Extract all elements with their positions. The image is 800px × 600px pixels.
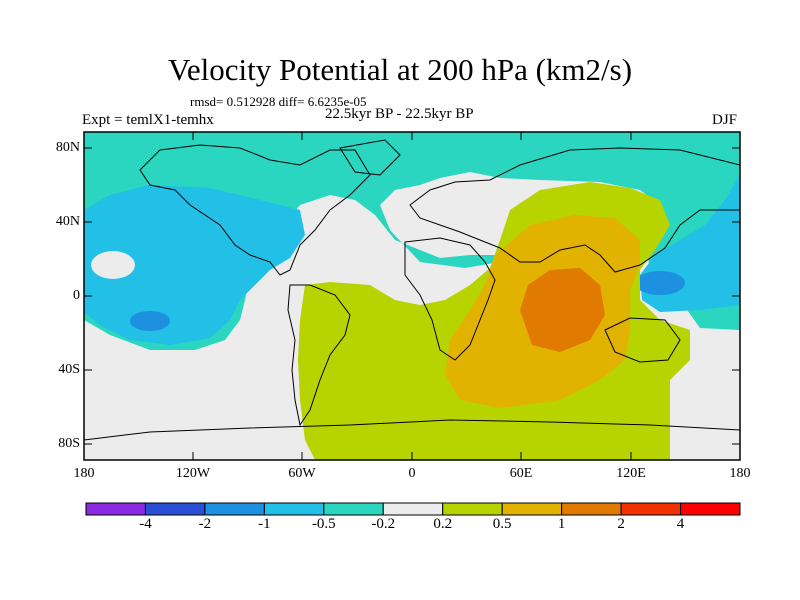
colorbar-swatch [680,502,741,516]
coastline-antarctica [84,419,740,441]
colorbar-swatch [382,502,444,516]
x-tick-0: 0 [408,466,416,481]
coastline-south-america [287,284,351,427]
region-blue-pacific [130,311,170,331]
region-teal-north [84,132,740,350]
colorbar-swatch [204,502,265,516]
x-tick-120e: 120E [616,466,646,481]
x-tick-60e: 60E [509,466,533,481]
region-lightblue-west [84,185,305,345]
experiment-label: Expt = temlX1-temhx [82,112,214,128]
axis-ticks [83,132,741,460]
coastline-north-america [139,144,371,276]
colorbar-label: -4 [139,516,152,532]
region-orange [520,268,605,352]
colorbar-label: -2 [198,516,212,532]
colorbar-swatch [323,502,384,516]
colorbar-label: -0.2 [371,516,396,532]
x-tick-180w: 180 [73,466,95,481]
colorbar-swatch [501,502,563,516]
coastlines [84,139,740,441]
colorbar-label: 2 [617,516,625,532]
x-tick-120w: 120W [175,466,211,481]
colorbar-label: -1 [258,516,271,532]
y-tick-80n: 80N [55,140,80,155]
colorbar-label: -0.5 [311,516,336,532]
colorbar-swatch [144,502,206,516]
colorbar-swatch [442,502,503,516]
y-tick-40n: 40N [55,214,80,229]
y-tick-40s: 40S [58,362,80,377]
colorbar-label: 4 [676,516,685,532]
map-field [84,132,740,460]
period-label: 22.5kyr BP - 22.5kyr BP [325,106,474,122]
colorbar-swatch [561,502,622,516]
colorbar-label: 1 [557,516,566,532]
colorbar-label: 0.5 [492,516,512,532]
coastline-eurasia [409,147,740,273]
x-tick-180e: 180 [729,466,751,481]
y-tick-80s: 80S [58,436,80,451]
coastline-australia [604,317,681,363]
coastline-greenland [339,139,401,176]
region-neutral-island-1 [91,251,135,279]
y-tick-0: 0 [73,288,80,303]
coastline-africa [404,237,496,361]
colorbar [85,502,741,516]
region-blue-westpacific [635,271,685,295]
colorbar-swatch [620,502,682,516]
colorbar-label: 0.2 [433,516,453,532]
colorbar-swatch [263,502,325,516]
colorbar-swatch [85,502,146,516]
stats-text: rmsd= 0.512928 diff= 6.6235e-05 [190,94,367,109]
chart-title: Velocity Potential at 200 hPa (km2/s) [167,52,633,87]
x-tick-60w: 60W [288,466,316,481]
season-label: DJF [712,112,738,128]
